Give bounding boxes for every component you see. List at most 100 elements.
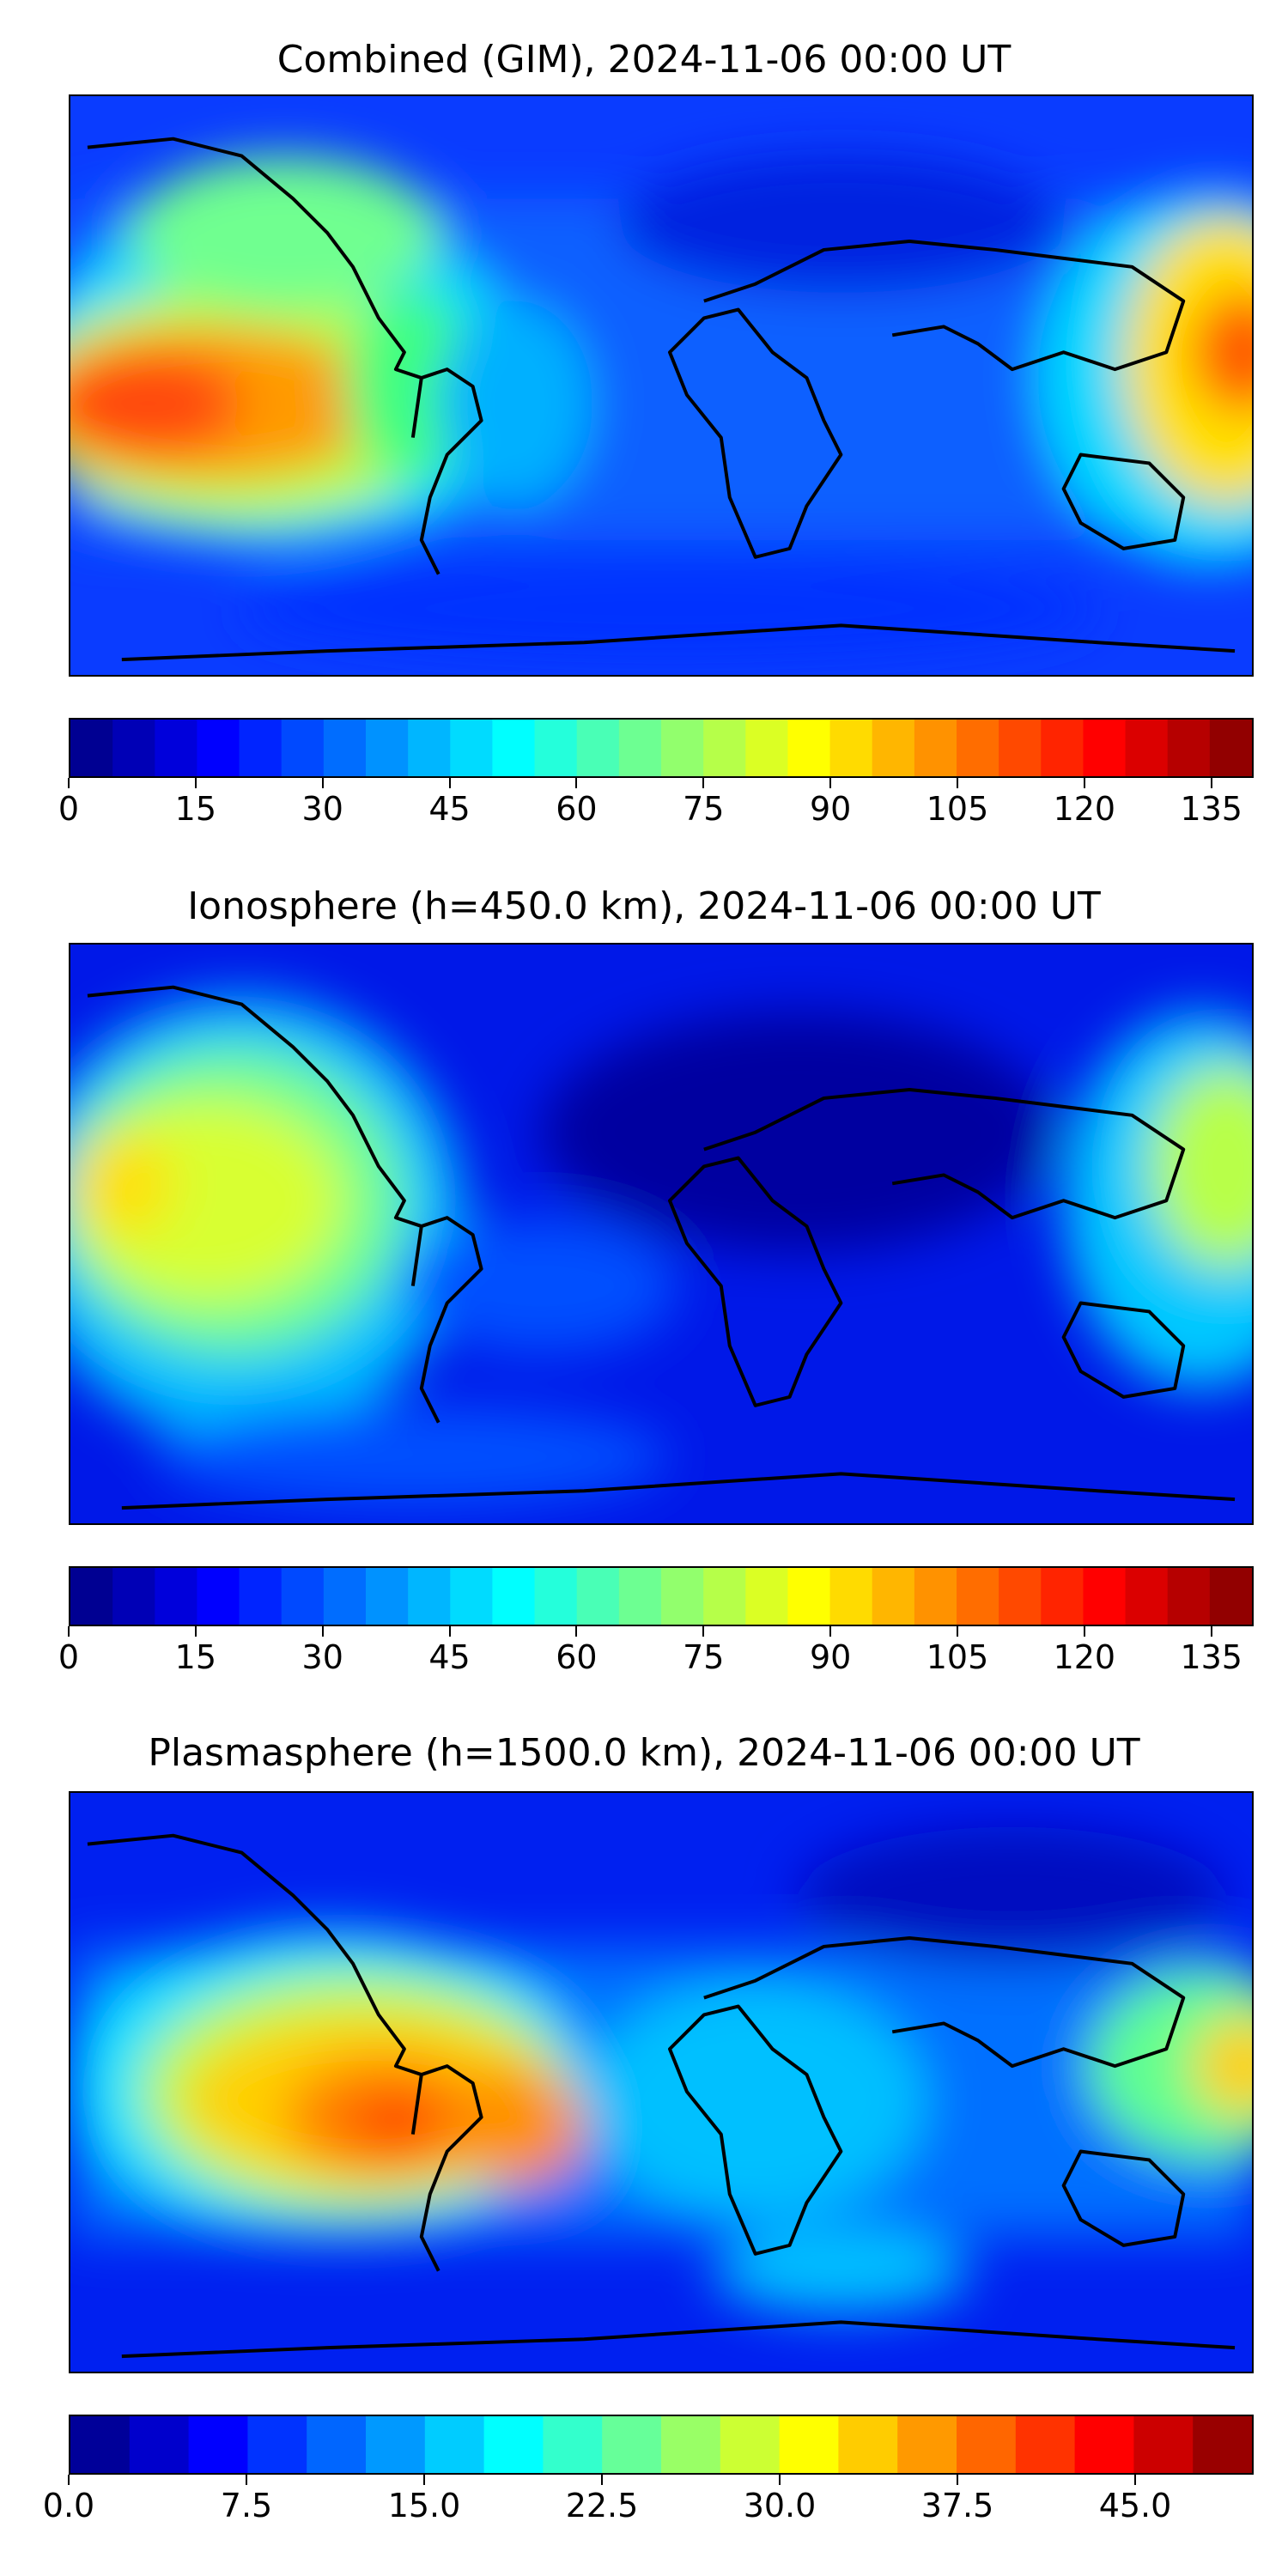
colorbar-segment [424,2416,485,2473]
colorbar-segment [366,2416,426,2473]
colorbar-segment [703,720,746,776]
colorbar-segment [483,2416,544,2473]
colorbar-tick-label: 90 [809,790,852,828]
colorbar-segment [307,2416,367,2473]
colorbar-tick [68,2475,70,2485]
colorbar-tick-label: 0.0 [42,2487,95,2524]
colorbar-tick [1083,1626,1085,1637]
colorbar-svg [70,720,1252,776]
colorbar-segment [1209,720,1252,776]
colorbar-tick-label: 0 [58,790,80,828]
colorbar-segment [957,1568,999,1625]
colorbar-segment [1133,2416,1194,2473]
colorbar-tick [194,778,197,788]
colorbar-tick [1083,778,1085,788]
colorbar-tick [702,1626,705,1637]
colorbar-segment [112,720,155,776]
colorbar-segment [897,2416,957,2473]
colorbar-tick [829,778,832,788]
colorbar-segment [829,1568,873,1625]
colorbar-segment [914,1568,957,1625]
colorbar-segment [1083,1568,1127,1625]
colorbar-segment [999,1568,1042,1625]
colorbar-segment [1193,2416,1252,2473]
colorbar-ticks: 0 15 30 45 60 75 90 105 120 135 [58,1626,1254,1678]
colorbar-tick-label: 120 [1053,1638,1116,1676]
colorbar-tick [957,778,958,788]
colorbar-svg [70,2416,1252,2473]
colorbar-segment [1209,1568,1252,1625]
colorbar-tick-label: 37.5 [920,2487,994,2524]
colorbar-segment [872,1568,915,1625]
colorbar-segment [239,1568,283,1625]
colorbar-tick-label: 105 [926,790,989,828]
colorbar-tick-label: 45 [428,1638,471,1676]
tec-map-svg [70,1793,1252,2372]
colorbar [69,1566,1254,1626]
colorbar-segment [661,2416,721,2473]
colorbar-segment [829,720,873,776]
colorbar-segment [1125,1568,1169,1625]
coastline [87,1833,1236,2359]
colorbar-tick [68,778,70,788]
colorbar-segment [661,720,704,776]
colorbar-segment [155,1568,198,1625]
colorbar-segment [450,1568,494,1625]
tec-map [69,943,1254,1525]
colorbar-segment [323,1568,367,1625]
colorbar-segment [450,720,494,776]
colorbar-tick [1210,1626,1212,1637]
colorbar-tick [321,1626,324,1637]
colorbar-tick [957,2475,958,2485]
colorbar-segment [618,1568,662,1625]
colorbar-segment [247,2416,307,2473]
colorbar-tick [601,2475,603,2485]
colorbar-tick [448,778,451,788]
coastline [87,985,1236,1510]
colorbar-segment [1167,720,1211,776]
colorbar-tick [779,2475,781,2485]
colorbar-segment [787,720,831,776]
colorbar-segment [779,2416,839,2473]
colorbar-tick-label: 60 [556,1638,598,1676]
colorbar-tick-label: 7.5 [220,2487,273,2524]
colorbar-segment [1167,1568,1211,1625]
colorbar-segment [787,1568,831,1625]
tec-map [69,1791,1254,2373]
colorbar-segment [745,720,789,776]
colorbar-segment [70,2416,131,2473]
colorbar-tick-label: 135 [1180,790,1242,828]
colorbar-tick [448,1626,451,1637]
colorbar-segment [914,720,957,776]
colorbar-ticks: 0 15 30 45 60 75 90 105 120 135 [58,778,1254,829]
colorbar-tick-label: 75 [683,1638,725,1676]
tec-map-svg [70,96,1252,675]
colorbar-tick-label: 105 [926,1638,989,1676]
colorbar-segment [602,2416,662,2473]
map-title: Plasmasphere (h=1500.0 km), 2024-11-06 0… [148,1731,1140,1775]
colorbar-segment [70,1568,113,1625]
colorbar-tick [246,2475,247,2485]
colorbar-segment [492,1568,536,1625]
colorbar-tick-label: 45 [428,790,471,828]
colorbar-segment [745,1568,789,1625]
colorbar-tick-label: 75 [683,790,725,828]
colorbar-tick [957,1626,958,1637]
colorbar-tick-label: 30 [301,1638,343,1676]
colorbar-segment [543,2416,603,2473]
colorbar-segment [197,720,240,776]
colorbar-segment [492,720,536,776]
colorbar-segment [1074,2416,1134,2473]
colorbar-tick [575,1626,578,1637]
colorbar-segment [239,720,283,776]
colorbar-tick [575,778,578,788]
map-title: Combined (GIM), 2024-11-06 00:00 UT [276,38,1012,82]
colorbar-segment [999,720,1042,776]
colorbar [69,2415,1254,2475]
colorbar-segment [408,720,451,776]
colorbar-segment [366,720,409,776]
colorbar [69,718,1254,778]
colorbar-tick-label: 60 [556,790,598,828]
colorbar-tick-label: 135 [1180,1638,1242,1676]
colorbar-segment [155,720,198,776]
